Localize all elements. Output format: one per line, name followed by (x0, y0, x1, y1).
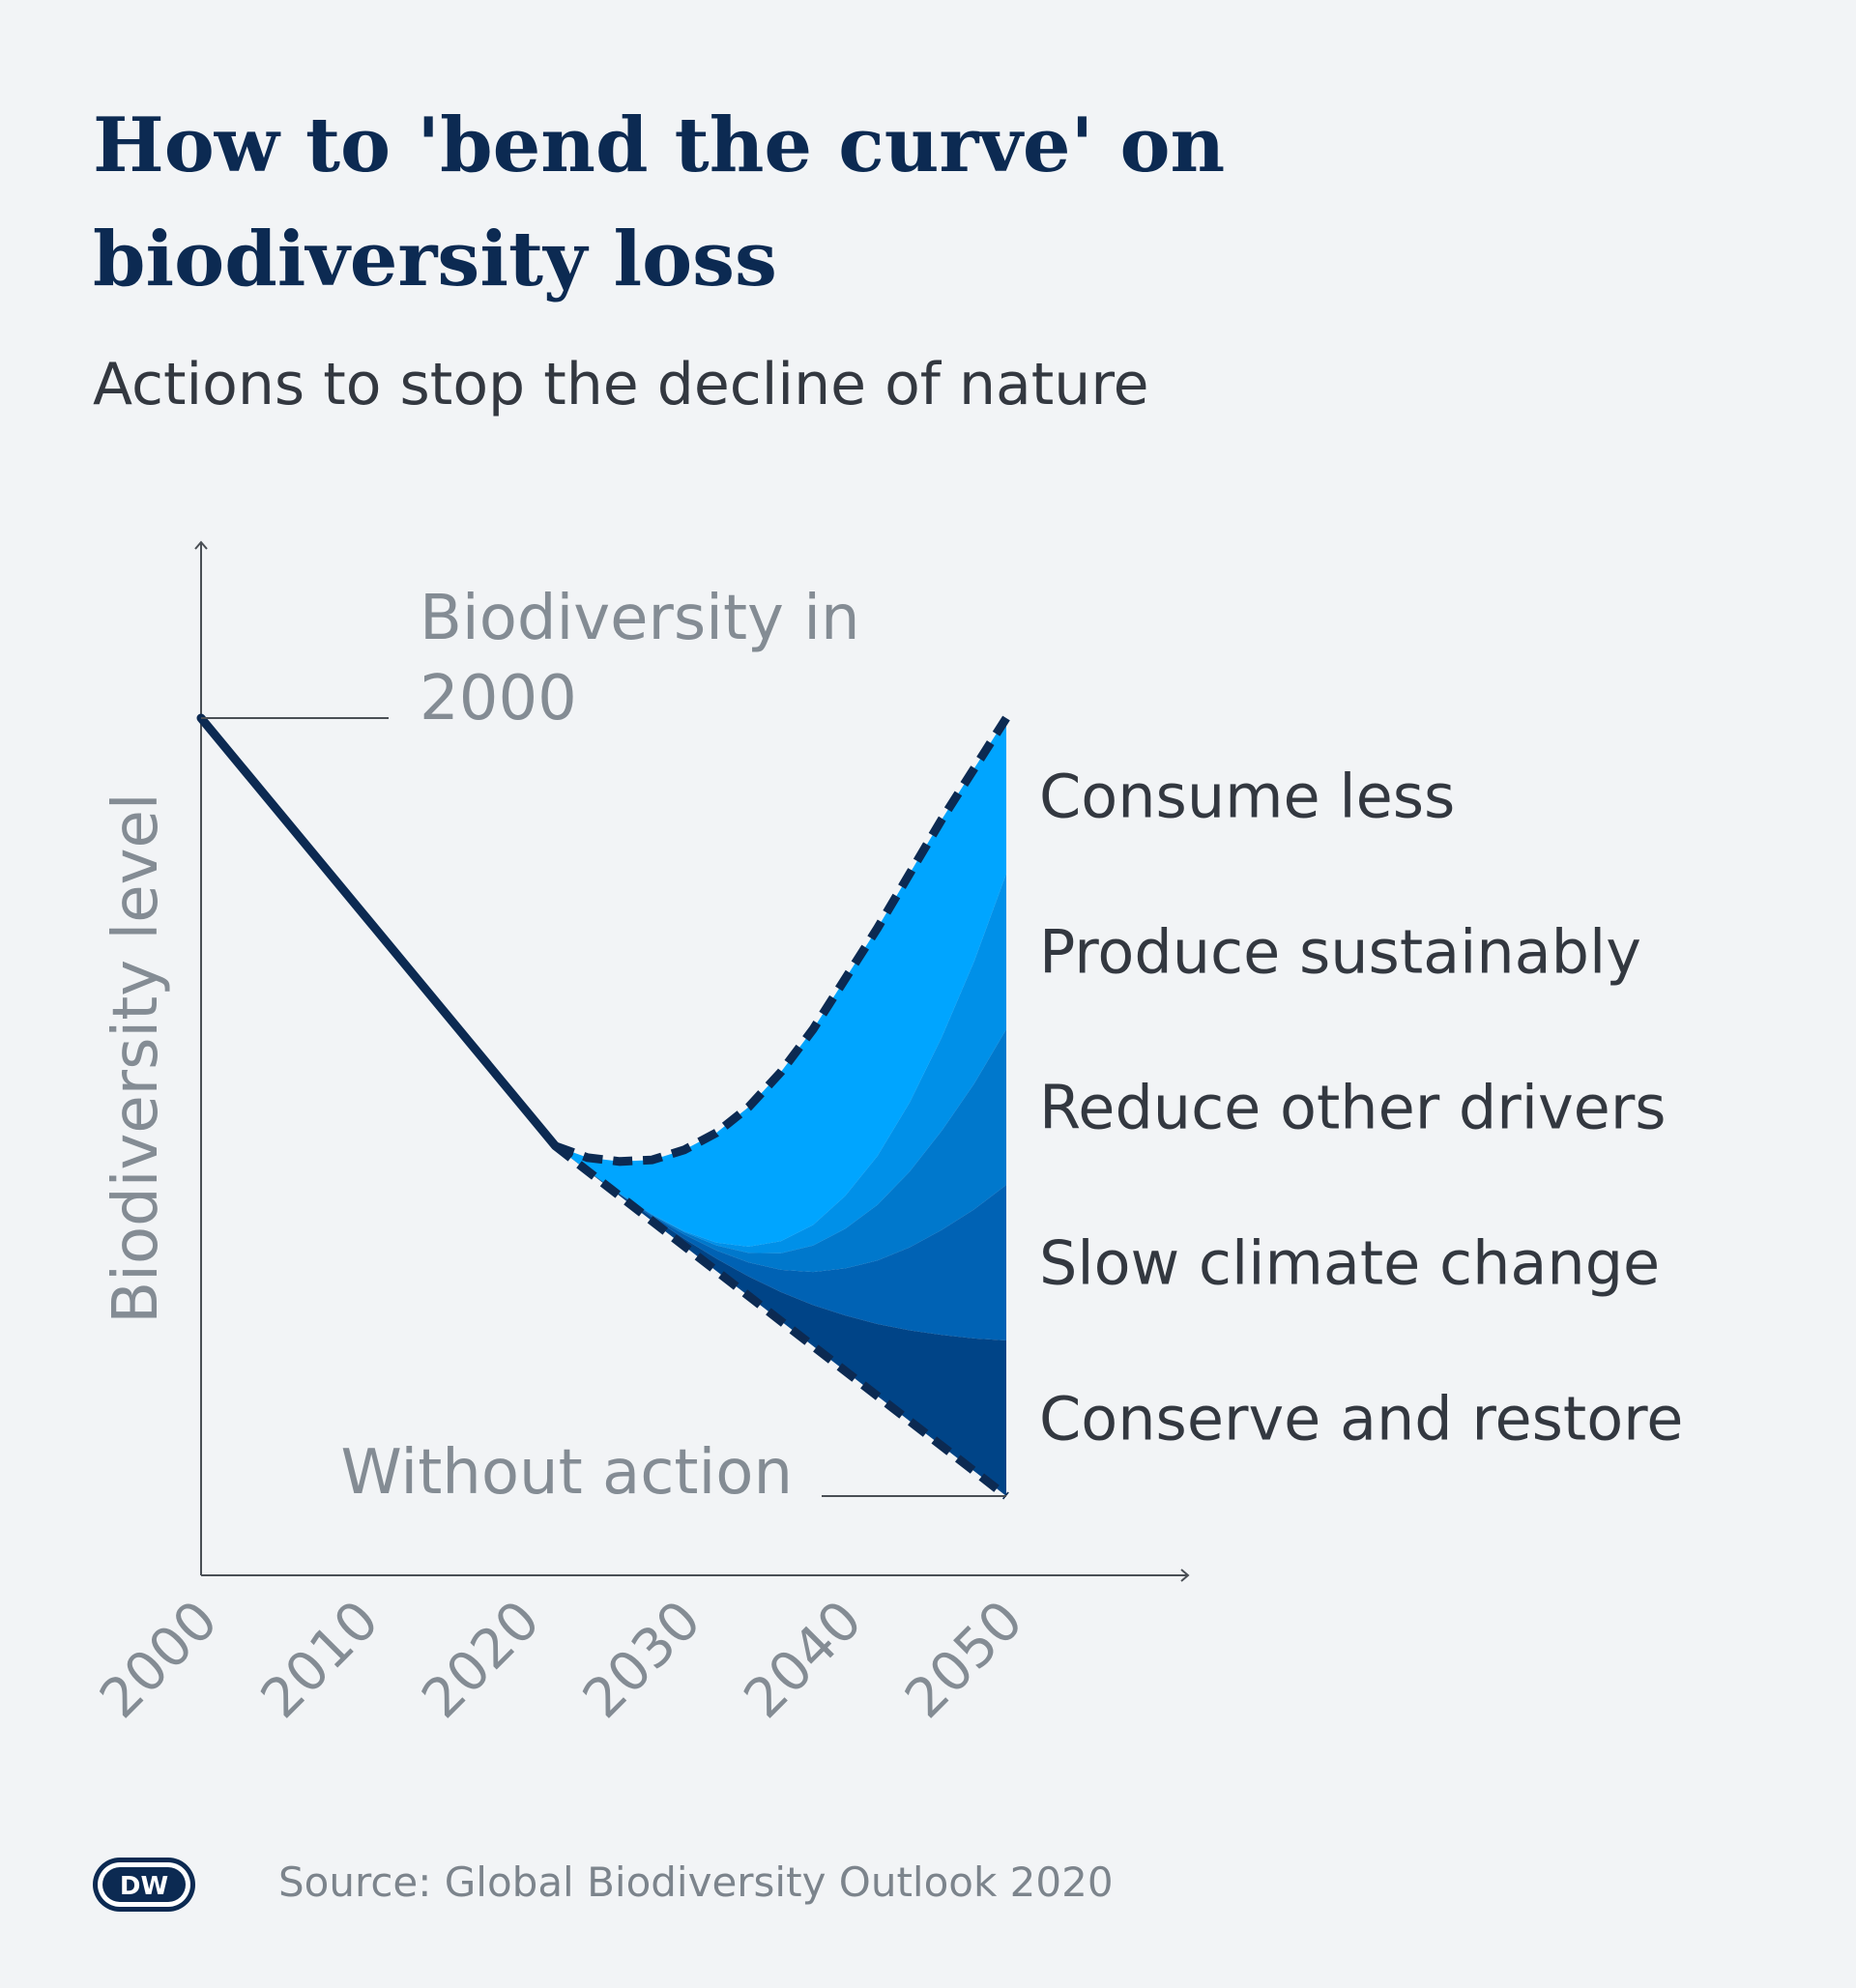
x-axis-arrow (1180, 1569, 1190, 1582)
label-slow-climate-change: Slow climate change (1039, 1228, 1660, 1299)
start-annotation-line-1: Biodiversity in (420, 583, 860, 654)
label-conserve-and-restore: Conserve and restore (1039, 1384, 1683, 1455)
band-reduce-other-drivers (555, 1029, 1006, 1273)
label-reduce-other-drivers: Reduce other drivers (1039, 1073, 1667, 1143)
start-annotation-line-2: 2000 (420, 663, 577, 735)
svg-text:DW: DW (120, 1872, 168, 1901)
title-line-1: How to 'bend the curve' on (93, 101, 1226, 189)
band-produce-sustainably (555, 874, 1006, 1253)
x-tick-2020: 2020 (410, 1589, 552, 1731)
chart-title: How to 'bend the curve' on biodiversity … (93, 89, 1639, 317)
title-line-2: biodiversity loss (93, 216, 777, 303)
label-consume-less: Consume less (1039, 762, 1455, 832)
band-labels: Consume less Produce sustainably Reduce ot… (1039, 762, 1683, 1455)
historical-line (196, 713, 561, 1151)
label-produce-sustainably: Produce sustainably (1039, 917, 1641, 988)
y-axis-arrow (194, 540, 208, 550)
chart-subtitle: Actions to stop the decline of nature (93, 351, 1149, 418)
dw-logo: DW (93, 1858, 195, 1912)
without-action-annotation: Without action (341, 1437, 793, 1509)
source-note: Source: Global Biodiversity Outlook 2020 (278, 1858, 1114, 1906)
x-tick-2050: 2050 (893, 1589, 1035, 1731)
action-bands (555, 718, 1006, 1496)
x-tick-2010: 2010 (249, 1589, 392, 1731)
x-tick-2040: 2040 (733, 1589, 875, 1731)
y-axis-label: Biodiversity level (101, 792, 172, 1323)
plot-area: Biodiversity in 2000 Without action Biod… (88, 540, 1683, 1731)
x-tick-labels: 2000 2010 2020 2030 2040 2050 (88, 1589, 1035, 1731)
with-action-dashed-line (553, 715, 1010, 1167)
x-tick-2030: 2030 (571, 1589, 713, 1731)
band-slow-climate-change (555, 1145, 1006, 1340)
band-consume-less (555, 718, 1006, 1247)
without-action-dashed-line (552, 1142, 1009, 1500)
x-tick-2000: 2000 (88, 1589, 230, 1731)
